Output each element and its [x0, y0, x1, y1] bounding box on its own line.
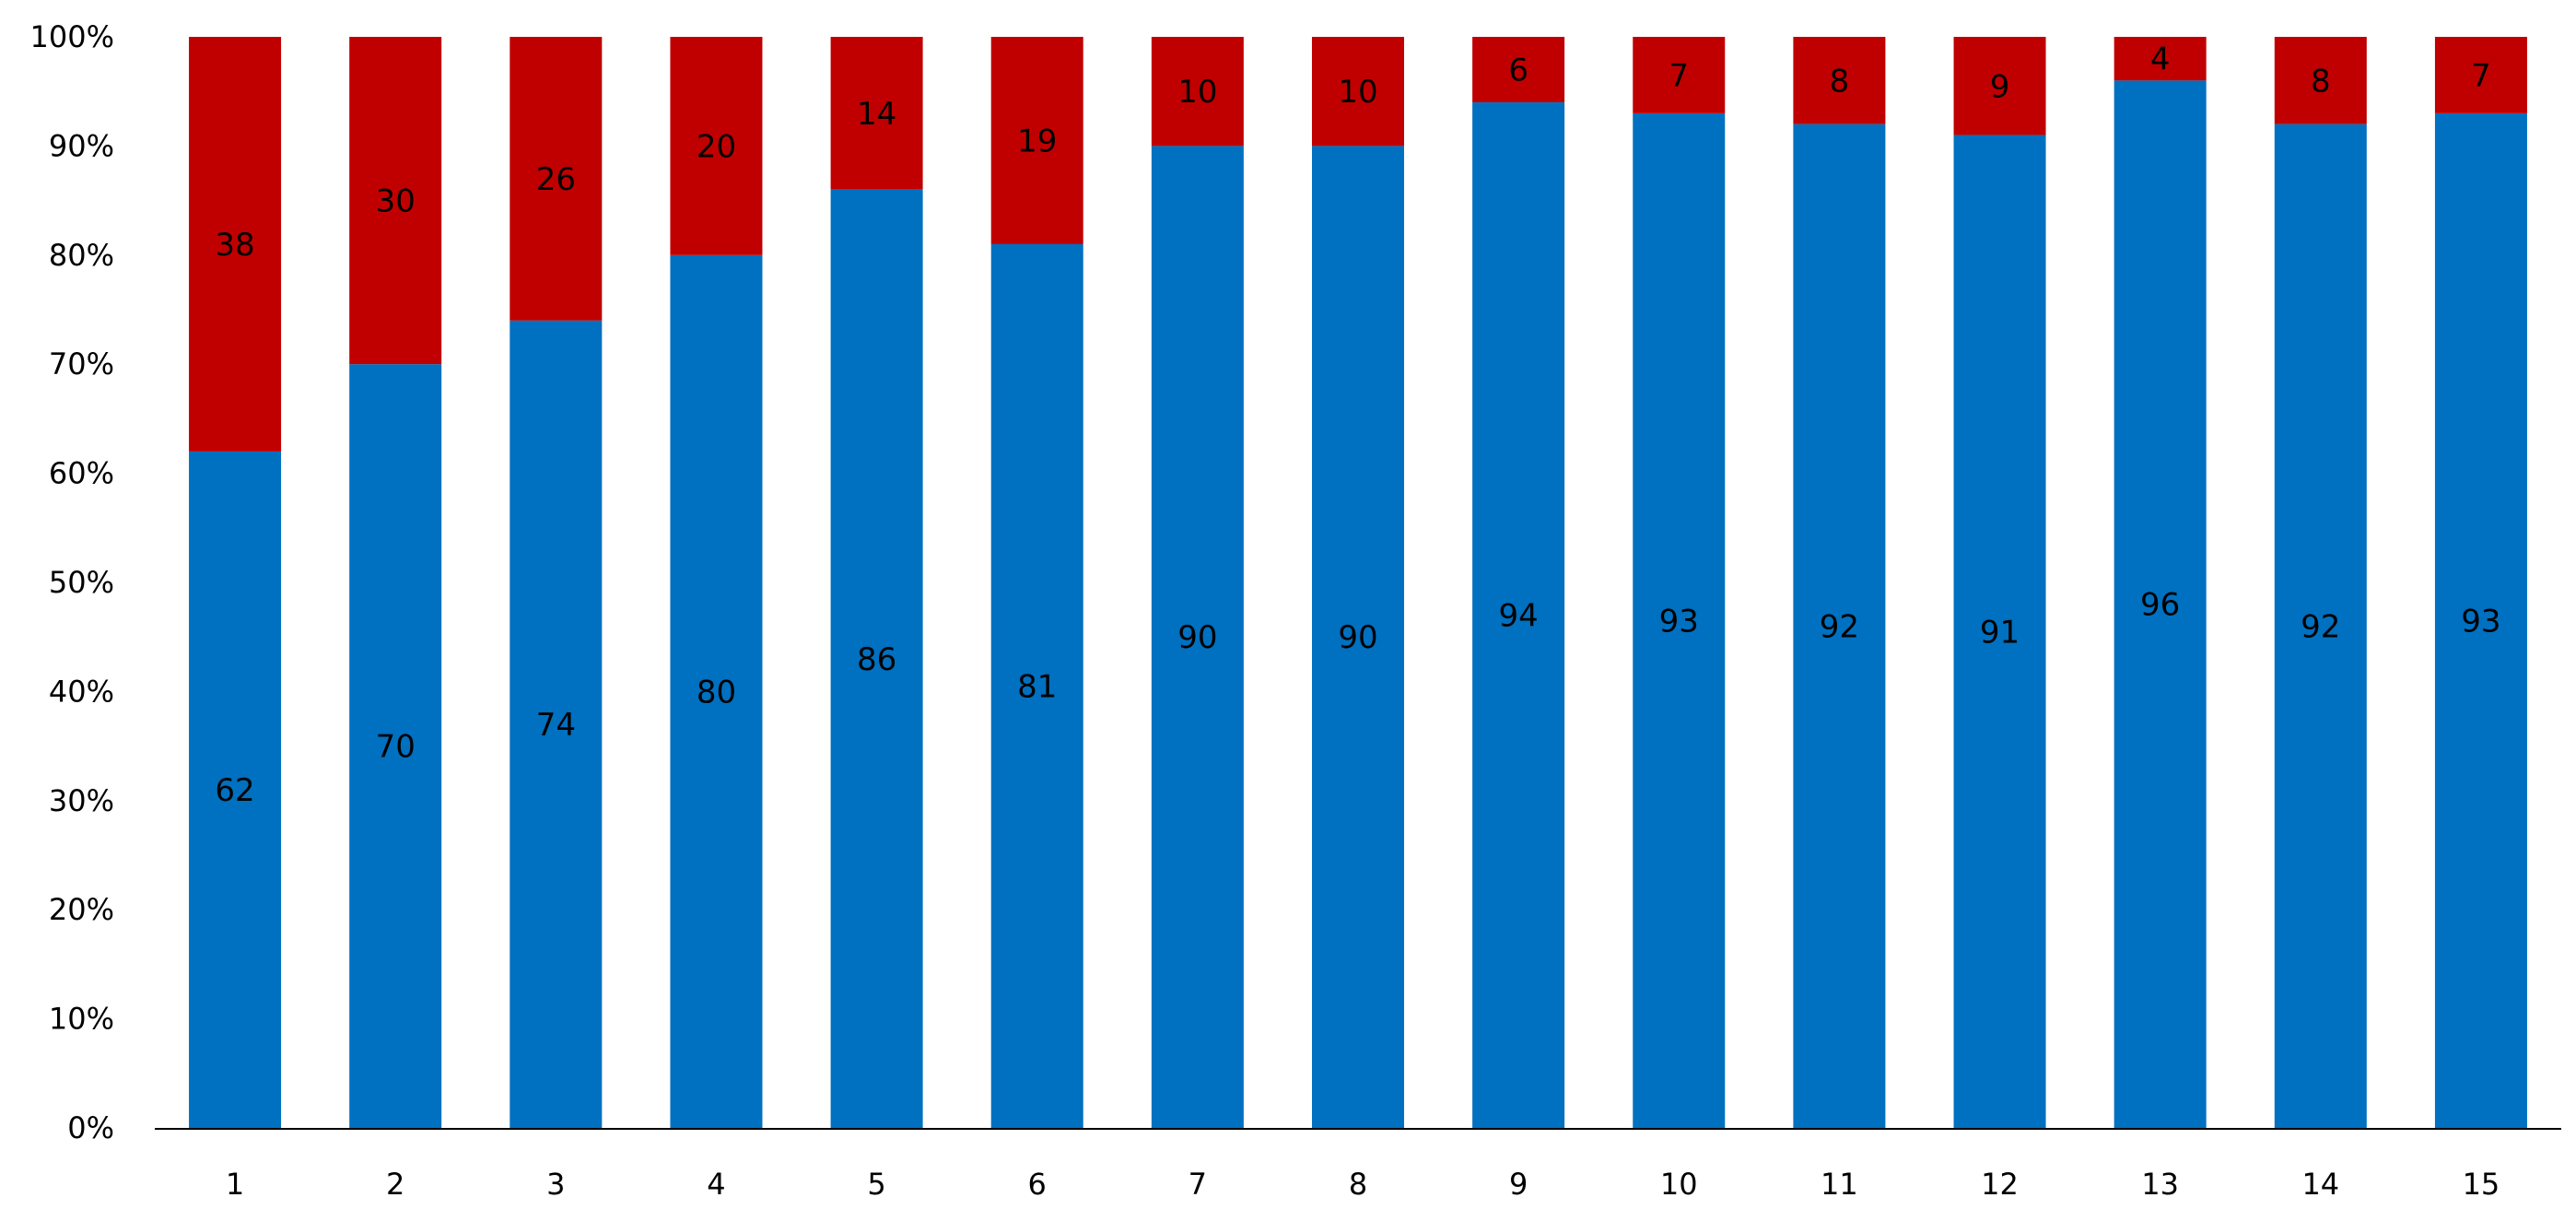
data-label-series-2: 10 — [1177, 74, 1217, 111]
y-axis-ticks: 0% 10% 20% 30% 40% 50% 60% 70% 80% 90% 100% — [30, 19, 114, 1145]
data-label-series-1: 93 — [2461, 603, 2500, 640]
bar-segment-series-1 — [2274, 123, 2367, 1129]
data-label-series-2: 14 — [857, 96, 896, 133]
y-tick-label: 10% — [49, 1002, 114, 1037]
bar-segment-series-1 — [189, 451, 282, 1128]
bar-segment-series-2 — [990, 37, 1083, 244]
y-tick-label: 100% — [30, 19, 114, 54]
bar-segment-series-1 — [670, 254, 763, 1128]
bar-segment-series-2 — [349, 37, 442, 365]
bar-segment-series-2 — [1953, 37, 2046, 135]
x-tick-label: 5 — [867, 1167, 885, 1202]
x-tick-label: 13 — [2141, 1167, 2179, 1202]
x-tick-label: 14 — [2301, 1167, 2339, 1202]
x-tick-label: 10 — [1660, 1167, 1698, 1202]
x-tick-label: 9 — [1509, 1167, 1528, 1202]
bar-segment-series-2 — [509, 37, 603, 321]
data-label-series-1: 92 — [2301, 608, 2340, 645]
x-tick-label: 2 — [386, 1167, 404, 1202]
bar-segment-series-2 — [1472, 37, 1565, 103]
data-label-series-2: 26 — [536, 161, 576, 198]
bar-segment-series-1 — [830, 189, 923, 1128]
data-label-series-2: 8 — [1830, 63, 1850, 100]
bar-segment-series-1 — [1472, 102, 1565, 1128]
bar-segment-series-2 — [2434, 37, 2527, 113]
data-label-series-1: 93 — [1659, 603, 1699, 640]
x-tick-label: 15 — [2463, 1167, 2500, 1202]
data-label-series-1: 91 — [1980, 614, 2020, 651]
x-tick-label: 7 — [1188, 1167, 1207, 1202]
x-tick-label: 6 — [1028, 1167, 1047, 1202]
data-label-series-2: 7 — [2471, 57, 2491, 94]
bar-segment-series-2 — [1151, 37, 1244, 147]
y-tick-label: 20% — [49, 892, 114, 927]
bar-segment-series-1 — [1953, 135, 2046, 1128]
bar-segment-series-1 — [349, 364, 442, 1128]
data-label-series-1: 81 — [1017, 668, 1057, 705]
data-label-series-2: 8 — [2311, 63, 2331, 100]
bar-segment-series-1 — [1312, 146, 1404, 1128]
bar-segment-series-2 — [830, 37, 923, 190]
y-tick-label: 60% — [49, 456, 114, 491]
data-label-series-1: 74 — [536, 707, 576, 744]
data-label-series-1: 94 — [1499, 598, 1539, 635]
y-tick-label: 50% — [49, 565, 114, 600]
x-tick-label: 12 — [1981, 1167, 2019, 1202]
bar-segment-series-1 — [1793, 123, 1886, 1129]
data-label-series-1: 80 — [697, 674, 736, 710]
x-tick-label: 8 — [1349, 1167, 1367, 1202]
bar-segment-series-1 — [990, 243, 1083, 1129]
data-label-series-2: 6 — [1508, 53, 1528, 89]
y-tick-label: 40% — [49, 674, 114, 709]
data-label-series-1: 90 — [1177, 619, 1217, 656]
bar-segment-series-2 — [670, 37, 763, 255]
x-tick-label: 11 — [1821, 1167, 1858, 1202]
y-tick-label: 0% — [67, 1110, 114, 1145]
y-tick-label: 70% — [49, 346, 114, 382]
data-label-series-1: 86 — [857, 641, 896, 678]
data-label-series-1: 92 — [1820, 608, 1859, 645]
y-tick-label: 90% — [49, 128, 114, 163]
bar-segment-series-2 — [2274, 37, 2367, 124]
data-label-series-2: 30 — [376, 183, 416, 220]
bars — [189, 37, 2527, 1129]
data-label-series-2: 19 — [1017, 123, 1057, 159]
y-tick-label: 80% — [49, 238, 114, 273]
data-label-series-1: 70 — [376, 729, 416, 766]
y-tick-label: 30% — [49, 783, 114, 818]
bar-segment-series-1 — [2434, 112, 2527, 1128]
bar-segment-series-2 — [1312, 37, 1404, 147]
data-label-series-1: 96 — [2140, 587, 2180, 624]
data-label-series-2: 20 — [697, 128, 736, 165]
bar-segment-series-2 — [1633, 37, 1726, 113]
bar-segment-series-1 — [2113, 80, 2207, 1129]
bar-segment-series-2 — [2113, 37, 2207, 81]
data-label-series-2: 38 — [215, 227, 254, 264]
x-axis-ticks: 1 2 3 4 5 6 7 8 9 10 11 12 13 14 15 — [226, 1167, 2500, 1202]
data-label-series-2: 9 — [1990, 68, 2010, 105]
data-label-series-2: 7 — [1669, 57, 1689, 94]
data-labels: 6238703074268020861481199010901094693792… — [215, 41, 2500, 809]
data-label-series-2: 4 — [2150, 41, 2171, 78]
bar-segment-series-2 — [1793, 37, 1886, 124]
x-tick-label: 4 — [707, 1167, 725, 1202]
data-label-series-1: 62 — [215, 772, 254, 809]
bar-segment-series-1 — [1633, 112, 1726, 1128]
data-label-series-2: 10 — [1338, 74, 1377, 111]
x-tick-label: 3 — [546, 1167, 565, 1202]
bar-segment-series-1 — [1151, 146, 1244, 1128]
x-tick-label: 1 — [226, 1167, 244, 1202]
bar-segment-series-1 — [509, 320, 603, 1129]
data-label-series-1: 90 — [1338, 619, 1377, 656]
bar-segment-series-2 — [189, 37, 282, 452]
